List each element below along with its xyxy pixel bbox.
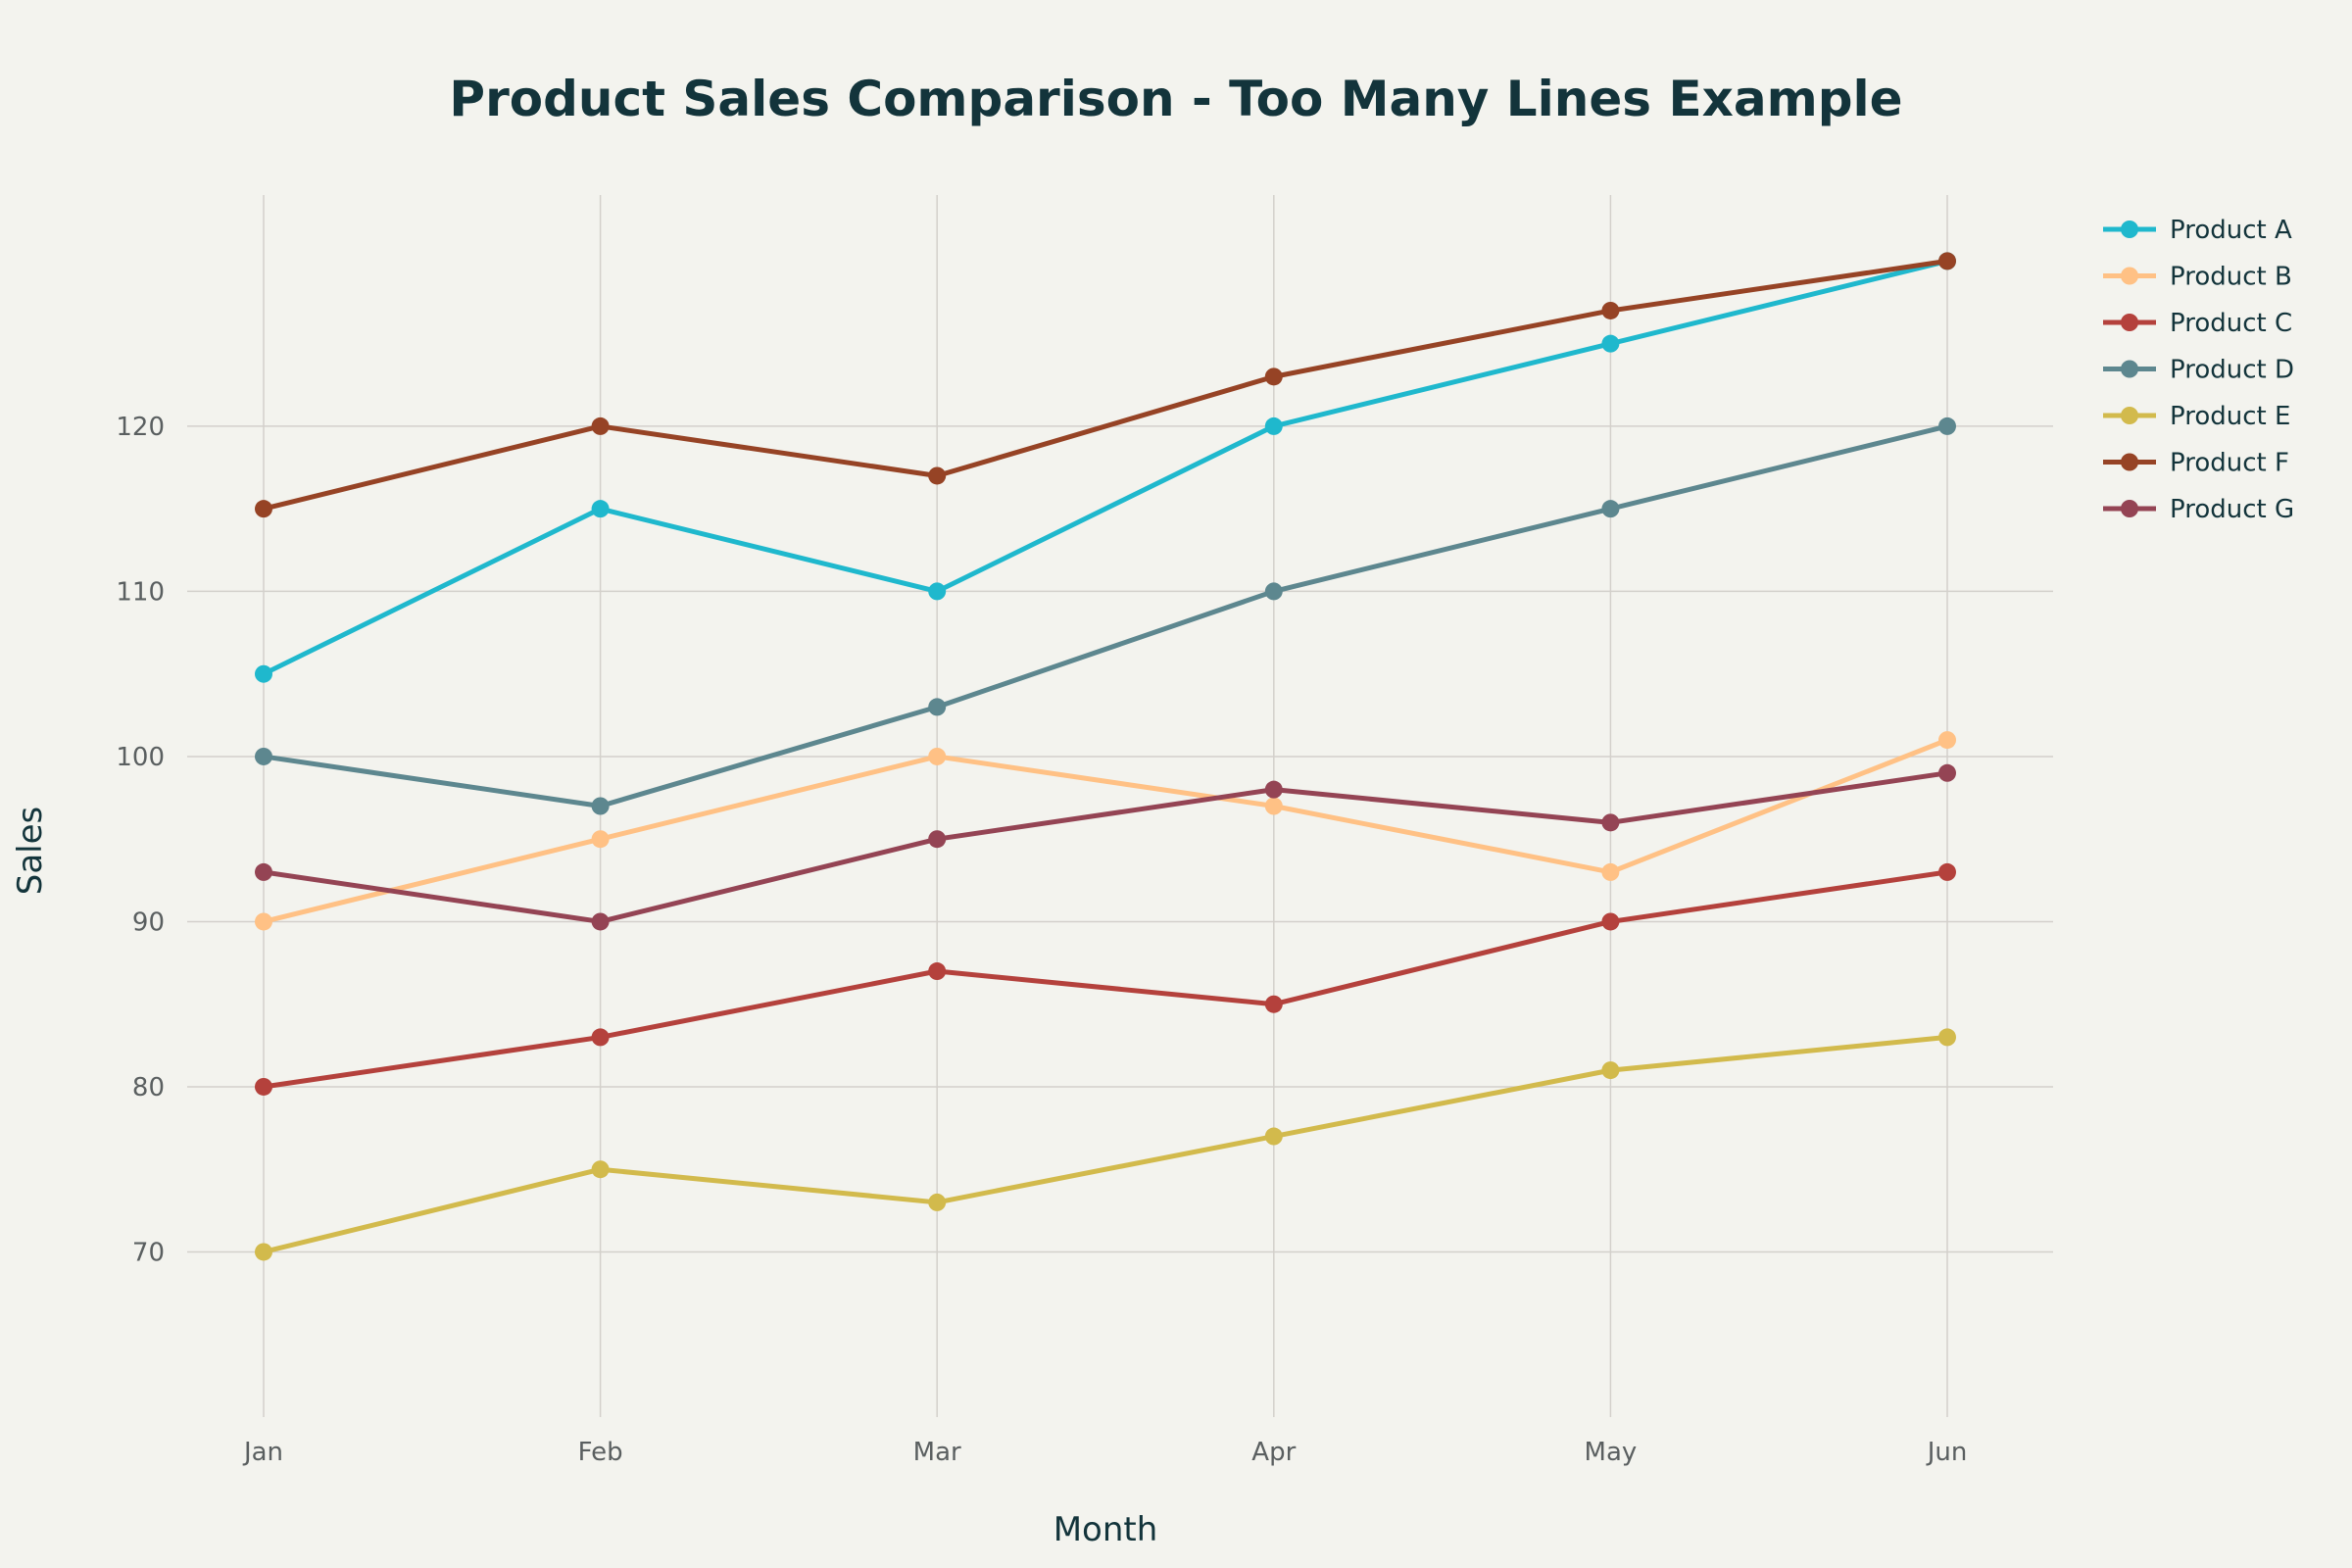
y-tick-label: 90 <box>132 907 165 937</box>
legend-swatch-marker <box>2121 500 2138 517</box>
data-point <box>1264 995 1283 1013</box>
legend-swatch-marker <box>2121 267 2138 285</box>
legend-item: Product F <box>2103 449 2289 478</box>
data-point <box>255 912 272 931</box>
data-point <box>591 416 610 435</box>
data-point <box>1601 334 1620 353</box>
x-axis-ticks: Jan Feb Mar Apr May Jun <box>242 1438 1967 1467</box>
series-product-e <box>255 1028 1956 1261</box>
data-point <box>591 830 610 849</box>
series-line <box>263 1034 1948 1254</box>
data-point <box>1938 731 1956 750</box>
gridlines <box>187 195 2053 1417</box>
series-product-d <box>255 416 1956 815</box>
x-axis-label: Month <box>1054 1510 1158 1549</box>
data-point <box>1601 301 1620 319</box>
data-point <box>1264 797 1283 815</box>
legend-label: Product B <box>2170 263 2292 292</box>
y-axis-label: Sales <box>11 807 50 896</box>
y-tick-label: 100 <box>116 743 165 772</box>
y-tick-label: 70 <box>132 1238 165 1267</box>
x-tick-label: Mar <box>913 1438 961 1467</box>
data-point <box>255 500 272 518</box>
data-point <box>591 1160 610 1179</box>
data-point <box>1264 368 1283 386</box>
data-point <box>591 1028 610 1047</box>
data-point <box>928 1193 947 1211</box>
legend-label: Product A <box>2170 216 2292 245</box>
data-point <box>928 466 947 485</box>
legend-label: Product E <box>2170 402 2290 431</box>
data-point <box>591 500 610 518</box>
chart-title: Product Sales Comparison - Too Many Line… <box>449 71 1902 127</box>
data-point <box>1938 862 1956 881</box>
series-product-f <box>255 252 1956 518</box>
data-point <box>591 912 610 931</box>
data-point <box>1601 813 1620 832</box>
data-point <box>1938 1028 1956 1047</box>
legend-item: Product E <box>2103 402 2290 431</box>
data-point <box>1601 500 1620 518</box>
legend-item: Product A <box>2103 216 2292 245</box>
data-point <box>1601 862 1620 881</box>
series-line <box>263 423 1948 808</box>
series-product-c <box>255 862 1956 1096</box>
data-point <box>1264 416 1283 435</box>
data-point <box>1938 763 1956 782</box>
legend-label: Product G <box>2170 495 2294 524</box>
legend-swatch-marker <box>2121 220 2138 238</box>
data-point <box>928 582 947 601</box>
legend-item: Product G <box>2103 495 2294 524</box>
data-point <box>255 664 272 683</box>
legend: Product A Product B Product C Product D Prod… <box>2103 216 2294 524</box>
data-point <box>255 862 272 881</box>
data-point <box>255 747 272 765</box>
series-line <box>263 737 1948 924</box>
y-tick-label: 80 <box>132 1073 165 1102</box>
data-point <box>591 797 610 815</box>
data-point <box>1264 1127 1283 1146</box>
legend-swatch-marker <box>2121 407 2138 424</box>
y-axis-ticks: 70 80 90 100 110 120 <box>116 413 165 1268</box>
y-tick-label: 120 <box>116 413 165 442</box>
series-product-b <box>255 731 1956 931</box>
legend-swatch-marker <box>2121 360 2138 378</box>
data-point <box>928 962 947 981</box>
series-line <box>263 869 1948 1090</box>
series-line <box>263 258 1948 512</box>
legend-label: Product C <box>2170 309 2292 338</box>
legend-item: Product D <box>2103 356 2294 385</box>
data-point <box>255 1077 272 1096</box>
x-tick-label: Apr <box>1251 1438 1296 1467</box>
series-line <box>263 770 1948 924</box>
data-point <box>1601 912 1620 931</box>
data-point <box>1938 252 1956 270</box>
data-point <box>928 698 947 716</box>
data-point <box>928 747 947 765</box>
series-group <box>255 252 1956 1261</box>
legend-swatch-marker <box>2121 453 2138 471</box>
legend-item: Product C <box>2103 309 2292 338</box>
series-product-g <box>255 763 1956 931</box>
x-tick-label: Jan <box>242 1438 283 1467</box>
data-point <box>928 830 947 849</box>
legend-label: Product F <box>2170 449 2289 478</box>
y-tick-label: 110 <box>116 577 165 607</box>
x-tick-label: May <box>1585 1438 1638 1467</box>
x-tick-label: Jun <box>1926 1438 1968 1467</box>
x-tick-label: Feb <box>578 1438 623 1467</box>
data-point <box>1601 1061 1620 1080</box>
data-point <box>1264 582 1283 601</box>
data-point <box>255 1243 272 1261</box>
legend-swatch-marker <box>2121 314 2138 331</box>
data-point <box>1264 780 1283 799</box>
series-line <box>262 258 1948 676</box>
series-product-a <box>255 252 1956 683</box>
data-point <box>1938 416 1956 435</box>
legend-label: Product D <box>2170 356 2294 385</box>
legend-item: Product B <box>2103 263 2292 292</box>
